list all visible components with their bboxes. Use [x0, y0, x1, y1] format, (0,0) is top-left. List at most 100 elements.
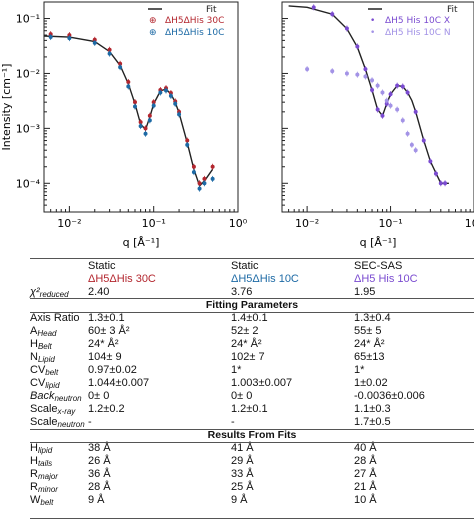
cell-value: 102± 7	[231, 351, 265, 363]
left-data-point	[132, 100, 137, 105]
left-data-point	[126, 84, 131, 89]
left-data-point	[177, 112, 182, 117]
left-data-point	[143, 126, 148, 131]
right-data-point	[380, 113, 385, 118]
left-y-tick-label: 10⁻⁴	[16, 177, 41, 190]
col3-label: ΔH5 His 10C	[354, 273, 418, 285]
right-data-point	[380, 90, 385, 95]
right-legend: Fit • ΔH5 His 10C X • ΔH5 His 10C N	[368, 5, 458, 38]
cell-value: 29 Å	[231, 455, 254, 467]
right-data-point	[355, 72, 360, 77]
right-x-tick-label: 10⁻²	[295, 217, 319, 230]
right-data-point	[413, 148, 418, 153]
left-data-point	[132, 104, 137, 109]
cell-value: 21 Å	[354, 481, 377, 493]
cell-value: 41 Å	[231, 442, 254, 454]
cell-value: 28 Å	[88, 481, 111, 493]
fit-results-table: Static Static SEC-SAS ΔH5ΔHis 30C ΔH5ΔHi…	[30, 260, 474, 507]
left-data-point	[185, 138, 190, 143]
cell-value: 25 Å	[231, 481, 254, 493]
y-axis-label: Intensity [cm⁻¹]	[0, 64, 13, 151]
cell-value: 1.3±0.4	[354, 312, 391, 324]
left-data-point	[151, 100, 156, 105]
left-data-point	[143, 131, 148, 136]
left-x-tick-label: 10⁻¹	[142, 217, 166, 230]
right-data-point	[375, 83, 380, 88]
row-label: Backneutron	[30, 390, 82, 403]
col1-label: ΔH5ΔHis 30C	[88, 273, 156, 285]
left-data-point	[67, 33, 72, 38]
cell-value: 65±13	[354, 351, 385, 363]
cell-value: 0.97±0.02	[88, 364, 137, 376]
right-x-tick-label: 10⁰	[465, 217, 474, 230]
right-data-point	[344, 71, 349, 76]
chi-col1: 2.40	[88, 286, 110, 298]
left-data-point	[126, 79, 131, 84]
left-data-point	[210, 164, 215, 169]
right-data-point	[428, 159, 433, 164]
row-label: Rmajor	[30, 468, 58, 481]
cell-value: 24* Å²	[231, 338, 262, 350]
cell-value: 38 Å	[88, 442, 111, 454]
table-row: Rmajor 36 Å 33 Å 27 Å	[30, 468, 474, 481]
right-data-point	[400, 84, 405, 89]
left-legend-series-1-marker: ⊕	[149, 16, 157, 26]
left-data-point	[191, 164, 196, 169]
chi-col3: 1.95	[354, 286, 376, 298]
right-data-point	[363, 67, 368, 72]
row-label: AHead	[30, 325, 57, 338]
left-legend-series-2: ΔH5ΔHis 10C	[165, 28, 224, 38]
left-plot: Intensity [cm⁻¹] q [Å⁻¹] 10⁻² 10⁻¹ 10⁰ 10⁻⁴…	[0, 1, 248, 249]
right-legend-series-1-marker: •	[370, 16, 375, 26]
cell-value: 55± 5	[354, 325, 382, 337]
table-row: HBelt 24* Å² 24* Å² 24* Å²	[30, 338, 474, 351]
cell-value: 33 Å	[231, 468, 254, 480]
cell-value: 60± 3 Å²	[88, 325, 130, 337]
right-x-axis-label: q [Å⁻¹]	[360, 236, 397, 249]
left-data-point	[191, 170, 196, 175]
col2-top: Static	[231, 260, 259, 272]
left-data-point	[202, 181, 207, 186]
table-rule-bottom	[30, 518, 474, 519]
cell-value: 1.3±0.1	[88, 312, 125, 324]
right-data-point	[413, 109, 418, 114]
right-legend-series-2-marker: •	[370, 28, 375, 38]
right-data-point	[400, 118, 405, 123]
row-label: Htails	[30, 455, 53, 468]
row-label: CVbelt	[30, 364, 59, 377]
cell-value: 1.1±0.3	[354, 403, 391, 415]
left-data-point	[151, 103, 156, 108]
right-data-point	[363, 74, 368, 79]
right-data-point	[355, 44, 360, 49]
left-data-point	[164, 88, 169, 93]
left-data-point	[158, 90, 163, 95]
cell-value: 9 Å	[231, 494, 248, 506]
left-data-point	[48, 35, 53, 40]
saxs-charts: Intensity [cm⁻¹] q [Å⁻¹] 10⁻² 10⁻¹ 10⁰ 10⁻⁴…	[0, 1, 474, 249]
left-data-point	[118, 61, 123, 66]
right-fit-line	[288, 5, 449, 184]
cell-value: 27 Å	[354, 468, 377, 480]
chi-row: χ²reduced 2.40 3.76 1.95	[30, 286, 474, 299]
right-data-point	[405, 90, 410, 95]
left-data-point	[147, 113, 152, 118]
table-row: CVbelt 0.97±0.02 1* 1*	[30, 364, 474, 377]
table-row: Scaleneutron - -1.7±0.5	[30, 416, 474, 429]
left-data-point	[107, 47, 112, 52]
cell-value: 1.4±0.1	[231, 312, 268, 324]
cell-value: 10 Å	[354, 494, 377, 506]
left-data-point	[168, 93, 173, 98]
cell-value: 24* Å²	[354, 338, 385, 350]
table-rule-chi	[30, 298, 474, 299]
right-data-point	[330, 69, 335, 74]
right-legend-series-2: ΔH5 His 10C N	[385, 28, 451, 38]
left-data-point	[67, 36, 72, 41]
row-label: Wbelt	[30, 494, 54, 507]
row-label: NLipid	[30, 351, 55, 364]
row-label: Axis Ratio	[30, 312, 80, 324]
cell-value: 1.7±0.5	[354, 416, 391, 428]
right-data-point	[375, 107, 380, 112]
cell-value: 52± 2	[231, 325, 259, 337]
table-row: CVlipid 1.044±0.007 1.003±0.007 1±0.02	[30, 377, 474, 390]
table-rule-section1	[30, 312, 474, 313]
